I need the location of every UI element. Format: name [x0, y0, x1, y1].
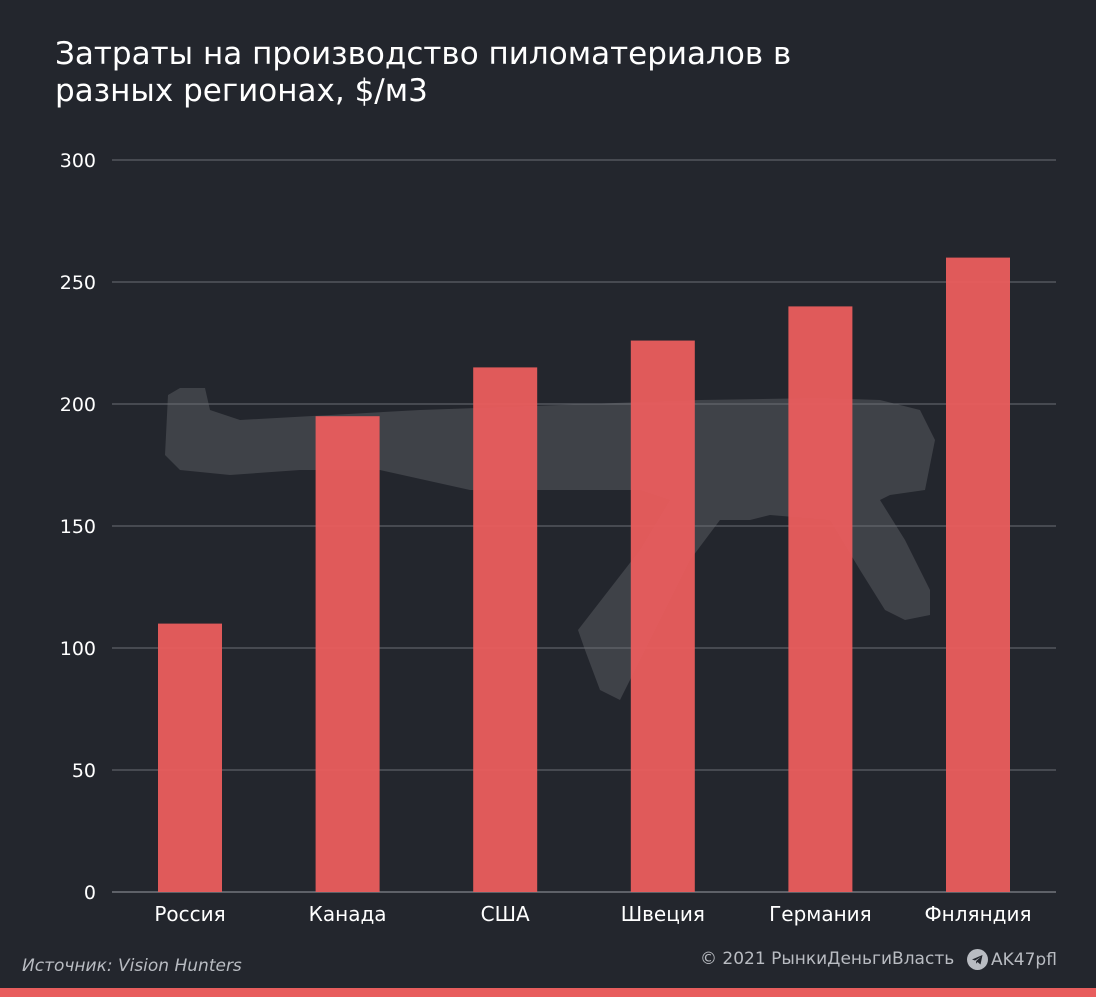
bar-2	[315, 416, 380, 892]
x-tick-label: Швеция	[621, 902, 705, 926]
x-tick-label: Россия	[154, 902, 225, 926]
bar-3	[473, 367, 538, 892]
bar-5	[788, 306, 853, 892]
source-note: Источник: Vision Hunters	[22, 956, 242, 976]
telegram-handle[interactable]: AK47pfl	[967, 949, 1057, 970]
y-tick-label: 200	[60, 394, 96, 416]
x-tick-label: Фнляндия	[924, 902, 1031, 926]
bar-1	[158, 623, 222, 892]
telegram-handle-label: AK47pfl	[991, 949, 1057, 970]
telegram-icon	[967, 949, 988, 970]
y-tick-label: 300	[60, 150, 96, 172]
y-axis-ticks: 0 50 100 150 200 250 300	[60, 150, 96, 904]
y-tick-label: 100	[60, 638, 96, 660]
x-tick-label: Германия	[769, 902, 872, 926]
x-tick-label: США	[481, 902, 530, 926]
bottom-accent-bar	[0, 988, 1096, 997]
y-tick-label: 150	[60, 516, 96, 538]
bars	[158, 257, 1010, 893]
grid-lines	[112, 159, 1056, 893]
x-axis-ticks: Россия Канада США Швеция Германия Фнляндия	[154, 902, 1031, 926]
x-tick-label: Канада	[309, 902, 387, 926]
copyright-note: © 2021 РынкиДеньгиВласть	[700, 949, 955, 969]
y-tick-label: 250	[60, 272, 96, 294]
chart-title-line-1: Затраты на производство пиломатериалов в	[55, 36, 792, 72]
bar-4	[630, 340, 695, 892]
y-tick-label: 50	[72, 760, 96, 782]
y-tick-label: 0	[84, 882, 96, 904]
bar-6	[946, 257, 1010, 893]
chart-title-line-2: разных регионах, $/м3	[55, 73, 428, 109]
chart-title: Затраты на производство пиломатериалов в…	[55, 36, 955, 110]
